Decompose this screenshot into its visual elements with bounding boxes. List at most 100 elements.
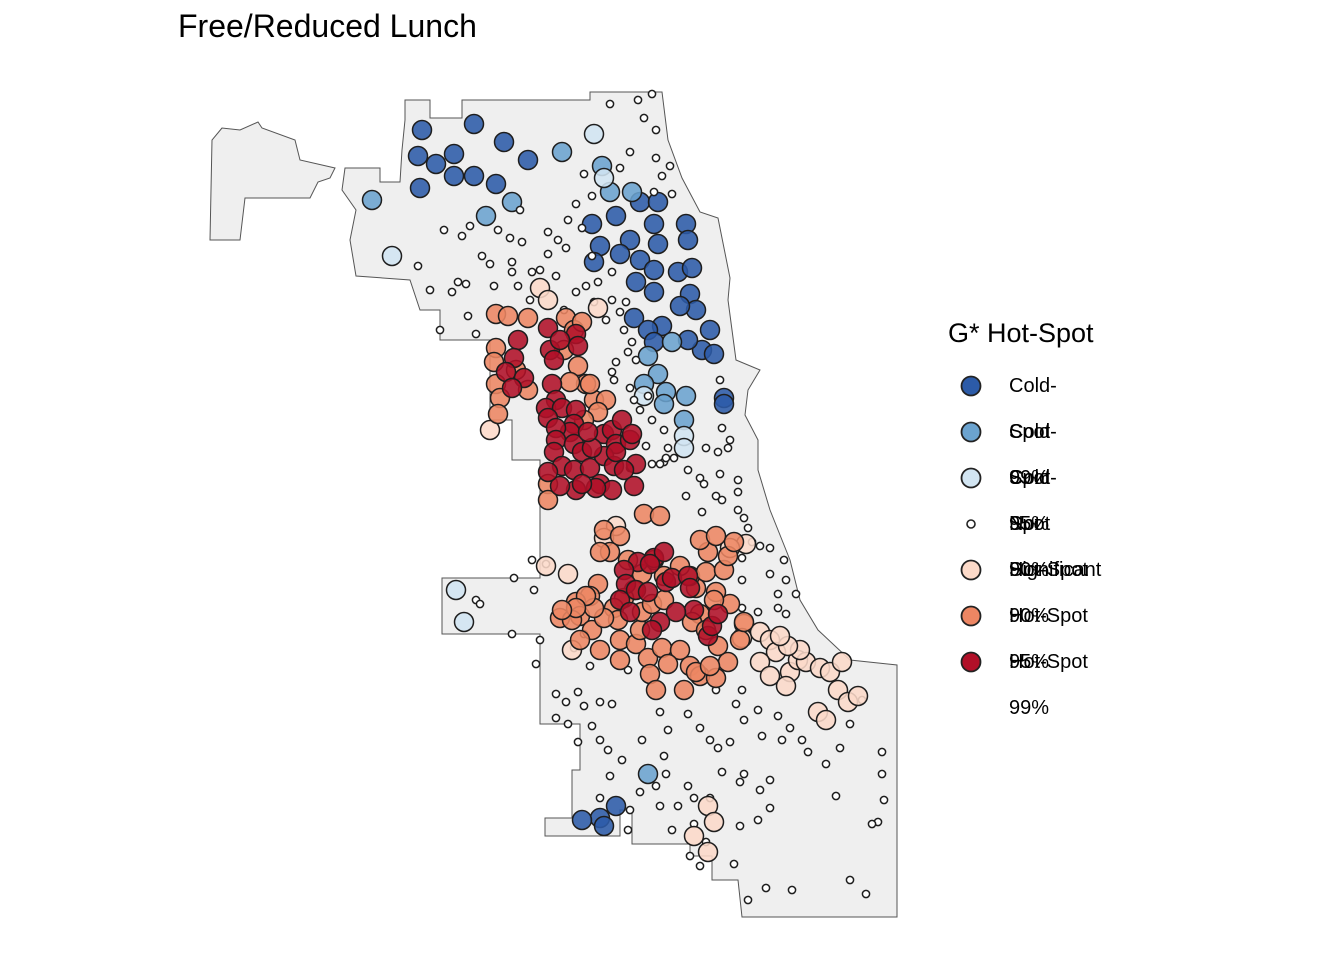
school-point [543,349,565,371]
school-point [651,125,661,135]
school-point [567,355,589,377]
school-point [667,825,677,835]
school-point [477,251,487,261]
school-point [635,405,645,415]
school-point [735,777,745,787]
legend-title: G* Hot-Spot [948,318,1094,348]
school-point [381,245,403,267]
school-point [507,629,517,639]
school-point [561,243,571,253]
school-point [699,655,721,677]
school-point [675,385,697,407]
school-point [593,815,615,837]
school-point [605,795,627,817]
school-point [653,541,675,563]
school-point [703,811,725,833]
school-point [567,335,589,357]
school-point [775,675,797,697]
school-point [821,759,831,769]
school-point [673,679,695,701]
school-point [551,141,573,163]
school-point [561,697,571,707]
school-point [501,377,523,399]
school-point [765,569,775,579]
school-point [485,259,495,269]
school-point [731,699,741,709]
school-point [739,513,749,523]
school-point [649,187,659,197]
school-point [685,851,695,861]
school-point [785,723,795,733]
school-point [723,443,733,453]
legend-item: Not Significant [948,501,1101,581]
school-point [609,649,631,671]
school-point [493,131,515,153]
school-point [571,473,593,495]
school-point [669,453,679,463]
school-point [447,287,457,297]
school-point [715,469,725,479]
school-point [581,281,591,291]
school-point [753,705,763,715]
school-point [867,819,877,829]
school-point [443,165,465,187]
school-point [413,261,423,271]
school-point [703,343,725,365]
school-point [607,699,617,709]
school-point [557,563,579,585]
school-point [587,721,597,731]
school-point [739,769,749,779]
school-point [643,391,653,401]
legend-key [960,605,982,627]
school-point [759,665,781,687]
school-point [551,599,573,621]
school-point [781,609,791,619]
school-point [411,119,433,141]
school-point [635,787,645,797]
school-point [655,707,665,717]
school-point [657,171,667,181]
legend-item: Hot-Spot 99% [948,639,1094,719]
school-point [743,523,753,533]
school-point [733,611,755,633]
school-point [463,113,485,135]
school-point [637,735,647,745]
school-point [695,723,705,733]
school-point [831,651,853,673]
school-point [689,793,699,803]
school-point [765,543,775,553]
school-point [753,607,763,617]
school-point [535,635,545,645]
school-point [803,747,813,757]
school-point [513,281,523,291]
school-point [621,181,643,203]
school-point [479,419,501,441]
school-point [595,697,605,707]
school-point [487,403,509,425]
school-point [633,95,643,105]
school-point [615,307,625,317]
school-point [773,603,783,613]
school-point [571,199,581,209]
school-point [643,259,665,281]
school-point [623,475,645,497]
school-point [475,599,485,609]
school-point [537,289,559,311]
school-point [681,491,691,501]
school-point [879,795,889,805]
school-point [815,709,837,731]
school-point [655,459,665,469]
school-point [791,589,801,599]
school-point [525,295,535,305]
school-point [831,791,841,801]
legend-key [960,651,982,673]
school-point [643,213,665,235]
school-point [737,685,747,695]
legend-label: Hot-Spot 99% [1009,651,1088,719]
school-point [593,167,615,189]
school-point [361,189,383,211]
school-point [777,735,787,745]
school-point [665,601,687,623]
school-point [619,229,641,251]
school-point [439,225,449,235]
